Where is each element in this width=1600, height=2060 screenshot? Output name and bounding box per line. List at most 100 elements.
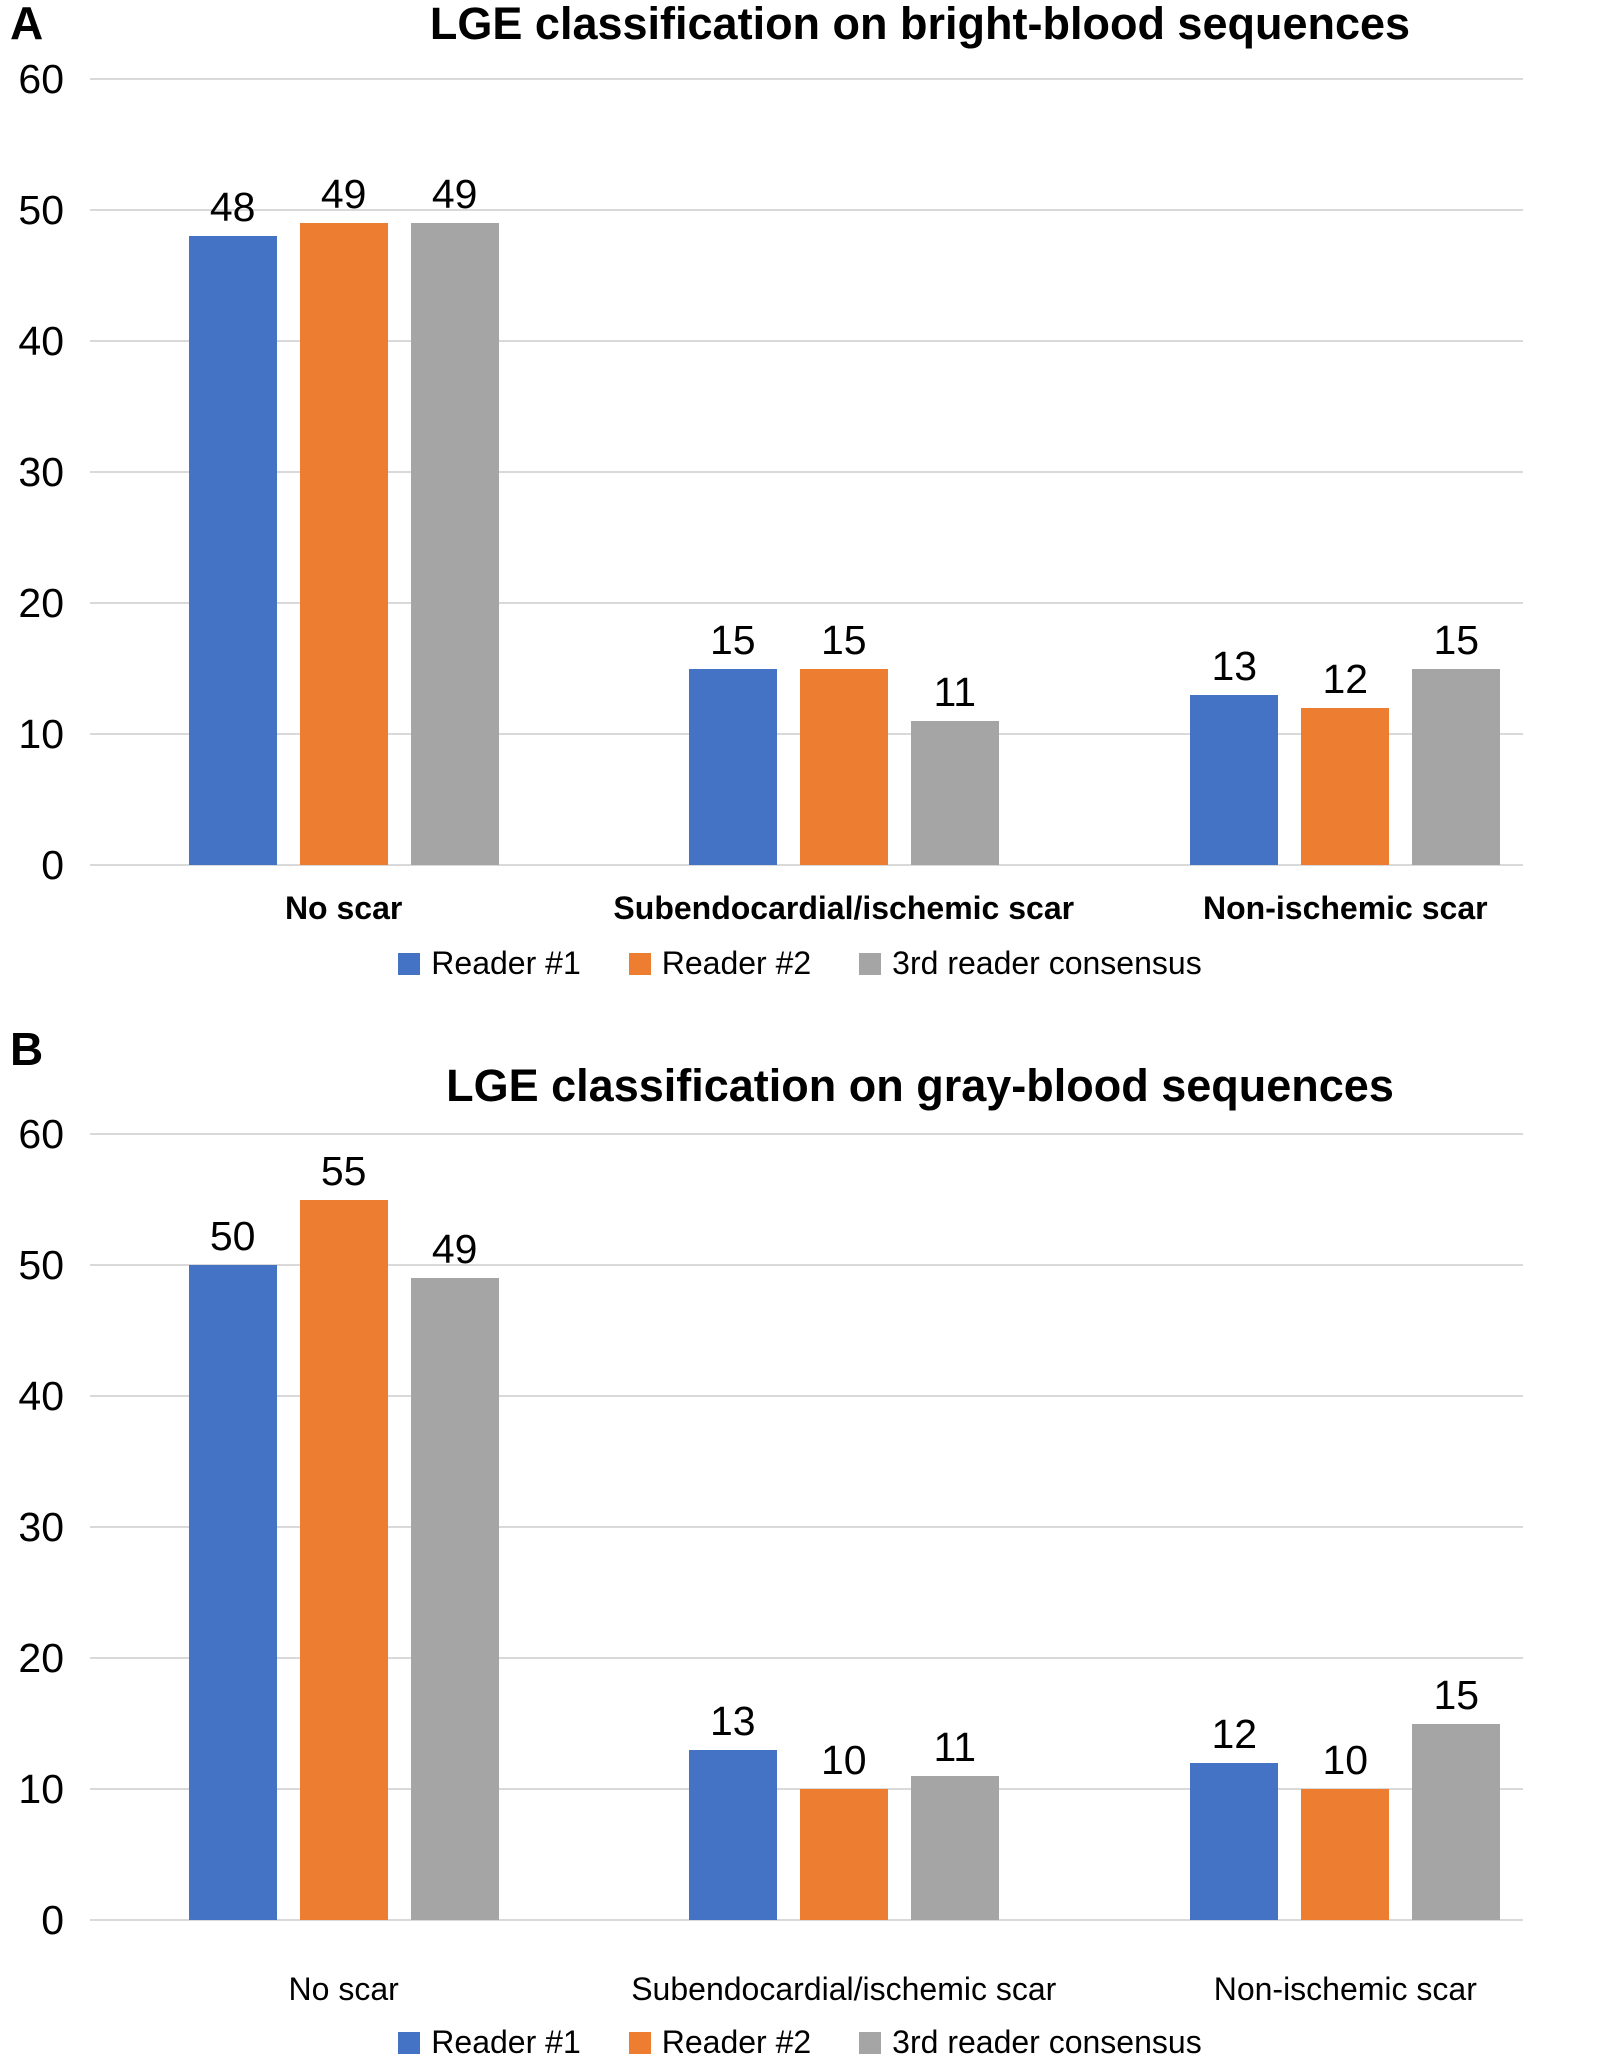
bar-wrap-3rd-reader-consensus-no-scar: 49 bbox=[410, 1229, 499, 1920]
bar-wrap-reader-2-non-ischemic-scar: 12 bbox=[1301, 658, 1390, 865]
gridline-y0 bbox=[90, 1919, 1523, 1921]
legend-swatch-icon bbox=[398, 2031, 421, 2054]
y-tick-label-60: 60 bbox=[18, 1111, 64, 1157]
panel-a-plot-area: 48 49 49 15 15 11 13 12 15 bbox=[90, 78, 1523, 866]
gridline-y0 bbox=[90, 864, 1523, 866]
bar-wrap-reader-2-non-ischemic-scar: 10 bbox=[1301, 1737, 1390, 1920]
y-tick-label-40: 40 bbox=[18, 1373, 64, 1419]
y-tick-label-30: 30 bbox=[18, 1504, 64, 1550]
legend-label: Reader #2 bbox=[661, 2024, 812, 2060]
bar-reader-2-subendocardial-ischemic-scar bbox=[799, 1789, 888, 1920]
legend-item-reader-1: Reader #1 bbox=[398, 2024, 581, 2060]
bar-wrap-reader-1-subendocardial-ischemic-scar: 15 bbox=[688, 616, 777, 865]
gridline-y30 bbox=[90, 471, 1523, 473]
gridline-y30 bbox=[90, 1526, 1523, 1528]
panel-a-letter: A bbox=[10, 0, 44, 49]
legend-swatch-icon bbox=[628, 2031, 651, 2054]
legend-item-reader-1: Reader #1 bbox=[398, 945, 581, 981]
gridline-y60 bbox=[90, 1133, 1523, 1135]
bar-wrap-3rd-reader-consensus-non-ischemic-scar: 15 bbox=[1412, 616, 1501, 865]
panel-a: A LGE classification on bright-blood seq… bbox=[0, 0, 1600, 1020]
panel-b-legend: Reader #1 Reader #2 3rd reader consensus bbox=[0, 2024, 1600, 2060]
bar-value-label: 12 bbox=[1211, 1710, 1258, 1757]
bar-group-non-ischemic-scar: 12 10 15 bbox=[1190, 1674, 1501, 1920]
legend-swatch-icon bbox=[398, 952, 421, 975]
bar-wrap-3rd-reader-consensus-no-scar: 49 bbox=[410, 171, 499, 865]
gridline-y40 bbox=[90, 340, 1523, 342]
bar-value-label: 15 bbox=[1433, 616, 1480, 663]
legend-item-reader-2: Reader #2 bbox=[628, 2024, 812, 2060]
legend-label: 3rd reader consensus bbox=[892, 2024, 1202, 2060]
bar-3rd-reader-consensus-subendocardial-ischemic-scar bbox=[910, 720, 999, 865]
bar-reader-2-subendocardial-ischemic-scar bbox=[799, 668, 888, 865]
bar-3rd-reader-consensus-no-scar bbox=[410, 1278, 499, 1920]
panel-a-legend: Reader #1 Reader #2 3rd reader consensus bbox=[0, 945, 1600, 981]
bar-wrap-reader-1-non-ischemic-scar: 12 bbox=[1190, 1710, 1279, 1920]
panel-a-y-axis: 0 10 20 30 40 50 60 bbox=[0, 57, 64, 887]
category-label-no-scar: No scar bbox=[288, 1971, 399, 2007]
bar-wrap-3rd-reader-consensus-subendocardial-ischemic-scar: 11 bbox=[910, 1723, 999, 1920]
y-tick-label-0: 0 bbox=[41, 842, 64, 888]
y-tick-label-30: 30 bbox=[18, 449, 64, 495]
legend-label: Reader #2 bbox=[661, 945, 812, 981]
panel-b-title: LGE classification on gray-blood sequenc… bbox=[446, 1060, 1394, 1111]
bar-group-no-scar: 48 49 49 bbox=[188, 171, 499, 865]
bar-wrap-3rd-reader-consensus-subendocardial-ischemic-scar: 11 bbox=[910, 668, 999, 865]
category-label-subendocardial-ischemic-scar: Subendocardial/ischemic scar bbox=[631, 1971, 1057, 2007]
bar-value-label: 15 bbox=[820, 616, 867, 663]
bar-wrap-reader-1-no-scar: 48 bbox=[188, 187, 277, 865]
bar-wrap-reader-1-no-scar: 50 bbox=[188, 1213, 277, 1920]
bar-wrap-3rd-reader-consensus-non-ischemic-scar: 15 bbox=[1412, 1674, 1501, 1920]
bar-wrap-reader-2-subendocardial-ischemic-scar: 15 bbox=[799, 616, 888, 865]
panel-b: B LGE classification on gray-blood seque… bbox=[0, 1020, 1600, 2060]
bar-group-non-ischemic-scar: 13 12 15 bbox=[1190, 616, 1501, 865]
bar-group-subendocardial-ischemic-scar: 15 15 11 bbox=[688, 616, 999, 865]
bar-wrap-reader-1-subendocardial-ischemic-scar: 13 bbox=[688, 1700, 777, 1920]
y-tick-label-0: 0 bbox=[41, 1897, 64, 1943]
bar-value-label: 49 bbox=[320, 171, 367, 218]
gridline-y60 bbox=[90, 78, 1523, 80]
bar-reader-1-subendocardial-ischemic-scar bbox=[688, 1749, 777, 1920]
panel-b-letter: B bbox=[10, 1023, 44, 1075]
panel-b-plot-area: 50 55 49 13 10 11 12 10 15 bbox=[90, 1133, 1523, 1921]
bar-reader-1-subendocardial-ischemic-scar bbox=[688, 668, 777, 865]
category-label-non-ischemic-scar: Non-ischemic scar bbox=[1203, 890, 1488, 926]
bar-reader-1-no-scar bbox=[188, 236, 277, 865]
bar-3rd-reader-consensus-no-scar bbox=[410, 223, 499, 865]
bar-value-label: 49 bbox=[431, 171, 478, 218]
bar-reader-2-no-scar bbox=[299, 223, 388, 865]
gridline-y40 bbox=[90, 1395, 1523, 1397]
legend-item-3rd-reader-consensus: 3rd reader consensus bbox=[859, 2024, 1202, 2060]
bar-value-label: 55 bbox=[320, 1147, 367, 1194]
panel-b-y-axis: 0 10 20 30 40 50 60 bbox=[0, 1112, 64, 1942]
bar-wrap-reader-2-no-scar: 55 bbox=[299, 1147, 388, 1920]
bar-reader-2-non-ischemic-scar bbox=[1301, 707, 1390, 865]
legend-swatch-icon bbox=[628, 952, 651, 975]
gridline-y20 bbox=[90, 602, 1523, 604]
bar-value-label: 10 bbox=[1322, 1737, 1369, 1783]
bar-value-label: 15 bbox=[709, 616, 756, 663]
y-tick-label-50: 50 bbox=[18, 1242, 64, 1288]
bar-wrap-reader-1-non-ischemic-scar: 13 bbox=[1190, 645, 1279, 865]
bar-3rd-reader-consensus-subendocardial-ischemic-scar bbox=[910, 1775, 999, 1920]
y-tick-label-10: 10 bbox=[18, 711, 64, 757]
bar-3rd-reader-consensus-non-ischemic-scar bbox=[1412, 668, 1501, 865]
bar-reader-2-no-scar bbox=[299, 1199, 388, 1920]
y-tick-label-40: 40 bbox=[18, 318, 64, 364]
bar-value-label: 10 bbox=[820, 1737, 867, 1783]
bar-value-label: 50 bbox=[209, 1213, 256, 1259]
panel-b-x-axis-labels: No scar Subendocardial/ischemic scar Non-i… bbox=[90, 1971, 1523, 2012]
bar-value-label: 11 bbox=[933, 668, 977, 715]
bar-3rd-reader-consensus-non-ischemic-scar bbox=[1412, 1723, 1501, 1920]
bar-reader-1-non-ischemic-scar bbox=[1190, 1762, 1279, 1920]
category-label-non-ischemic-scar: Non-ischemic scar bbox=[1213, 1971, 1477, 2007]
bar-value-label: 11 bbox=[933, 1723, 977, 1770]
panel-a-title: LGE classification on bright-blood seque… bbox=[429, 0, 1411, 49]
panel-a-x-axis-labels: No scar Subendocardial/ischemic scar Non-i… bbox=[90, 890, 1523, 931]
legend-label: Reader #1 bbox=[431, 945, 581, 981]
y-tick-label-10: 10 bbox=[18, 1766, 64, 1812]
y-tick-label-50: 50 bbox=[18, 187, 64, 233]
bar-group-no-scar: 50 55 49 bbox=[188, 1147, 499, 1920]
gridline-y50 bbox=[90, 1264, 1523, 1266]
